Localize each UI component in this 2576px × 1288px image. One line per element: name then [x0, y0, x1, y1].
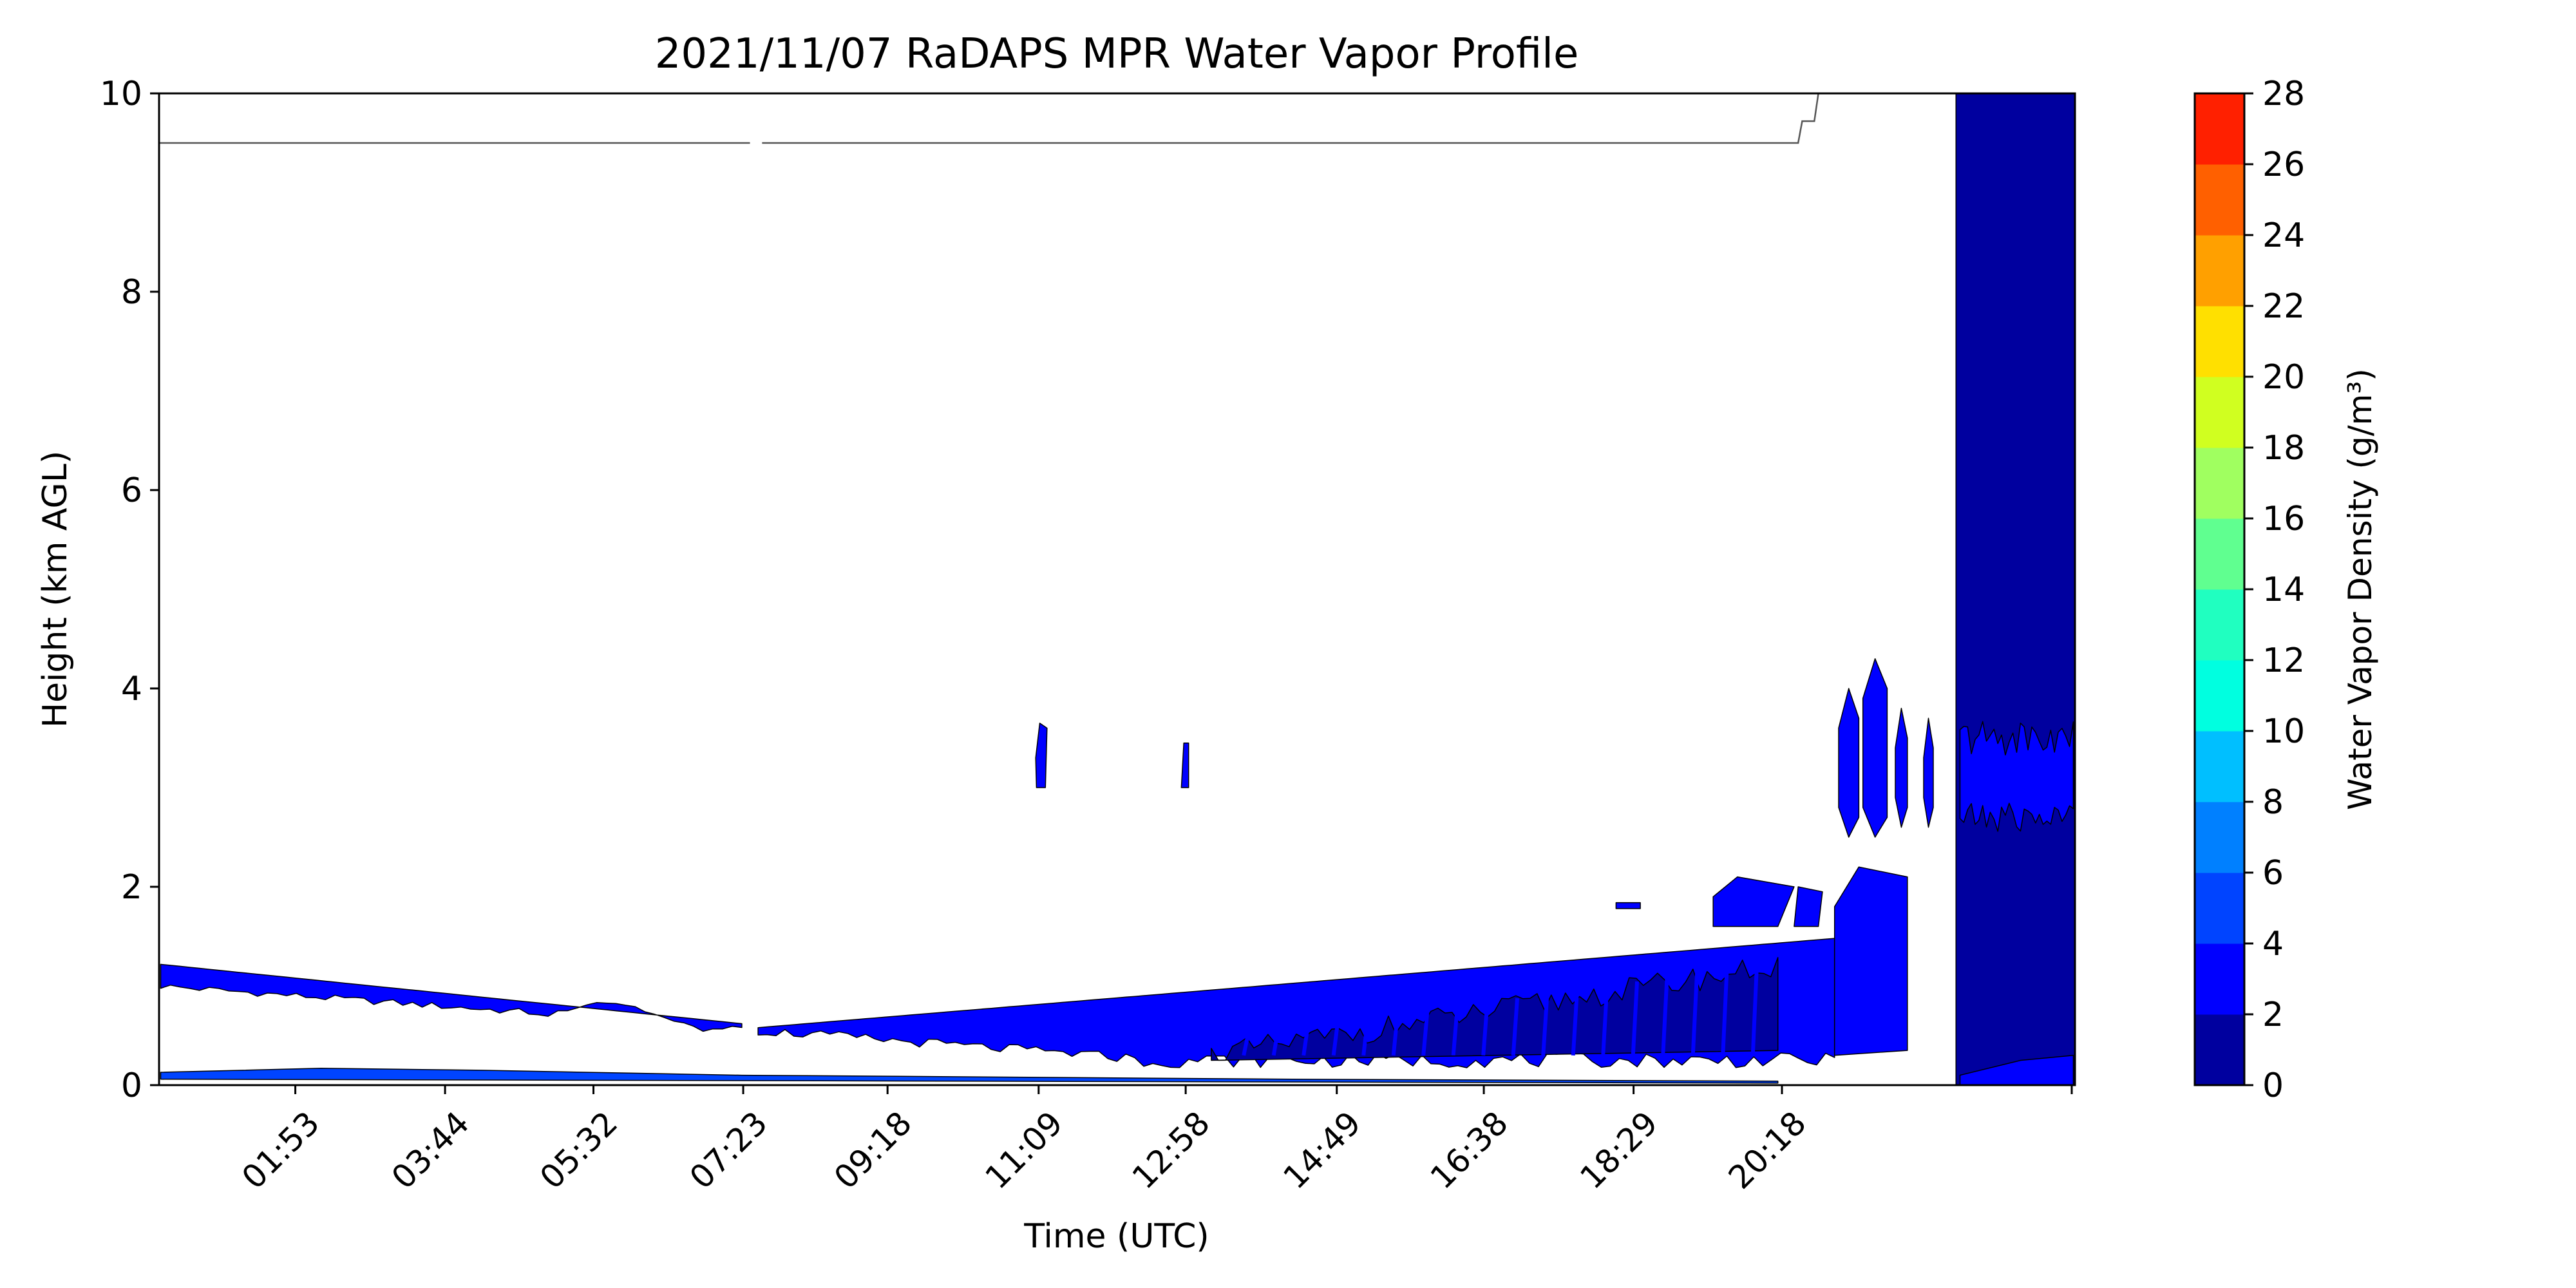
colorbar-segment [2195, 377, 2244, 448]
colorbar-tick-label: 20 [2262, 358, 2305, 397]
colorbar-tick-label: 4 [2262, 925, 2284, 963]
colorbar-tick-label: 26 [2262, 146, 2305, 184]
contour-streak [1421, 1010, 1430, 1056]
y-tick-label: 6 [121, 471, 142, 510]
y-tick-label: 0 [121, 1066, 142, 1105]
colorbar-tick-label: 24 [2262, 216, 2305, 255]
contour-streak [1242, 1036, 1250, 1056]
contour-streak [1511, 998, 1520, 1056]
colorbar-tick-label: 10 [2262, 712, 2305, 751]
plot-area [159, 93, 2075, 1085]
x-tick-label: 12:58 [1125, 1104, 1217, 1197]
colorbar-tick-label: 2 [2262, 996, 2284, 1034]
y-tick-label: 10 [100, 75, 142, 113]
x-tick-label: 09:18 [827, 1104, 919, 1197]
contour-blob [1794, 886, 1823, 927]
contour-surface-band [160, 1068, 1779, 1084]
contour-small-blob [1615, 902, 1641, 909]
contour-late-low [1833, 866, 1908, 1056]
colorbar-tick-label: 0 [2262, 1066, 2284, 1105]
colorbar-segment [2195, 93, 2244, 165]
contour-plume [1923, 717, 1934, 828]
contour-streak [1481, 1002, 1490, 1056]
x-tick-label: 07:23 [683, 1104, 775, 1197]
colorbar-label: Water Vapor Density (g/m³) [2342, 368, 2379, 810]
colorbar-tick-label: 8 [2262, 783, 2284, 822]
contour-streak [1331, 1023, 1340, 1056]
colorbar-tick-label: 6 [2262, 854, 2284, 893]
contour-streak [1302, 1027, 1310, 1056]
contour-end-upper [1959, 721, 2074, 832]
contour-streak [1750, 964, 1759, 1056]
colorbar-segment [2195, 164, 2244, 236]
x-tick-label: 14:49 [1276, 1104, 1368, 1197]
colorbar-segment [2195, 448, 2244, 519]
contour-streak [1571, 989, 1580, 1056]
contour-upper-blob [1035, 723, 1048, 788]
colorbar-frame [2193, 92, 2246, 1086]
y-tick-label: 2 [121, 868, 142, 907]
colorbar-tick-label: 22 [2262, 287, 2305, 326]
x-tick-label: 20:18 [1721, 1104, 1814, 1197]
x-tick-label: 05:32 [533, 1104, 625, 1197]
contour-plume [1838, 688, 1860, 838]
contour-end-column [1955, 93, 2075, 1085]
colorbar-tick-label: 28 [2262, 75, 2305, 113]
y-tick-label: 4 [121, 670, 142, 708]
contour-plume [1862, 658, 1888, 838]
colorbar-tick-label: 14 [2262, 571, 2305, 609]
x-axis: 01:53 03:44 05:32 07:23 09:18 11:09 12:58 14:49… [234, 1085, 2073, 1197]
contour-streak [1391, 1014, 1399, 1056]
contour-streak [1361, 1019, 1370, 1056]
colorbar-segment [2195, 873, 2244, 944]
chart-title: 2021/11/07 RaDAPS MPR Water Vapor Profil… [655, 30, 1579, 78]
contour-streak [1721, 969, 1729, 1056]
colorbar-segment [2195, 731, 2244, 802]
contour-upper-wedge [160, 963, 743, 1032]
x-tick-label: 16:38 [1423, 1104, 1515, 1197]
ceiling-line [762, 93, 1819, 144]
colorbar-segment [2195, 802, 2244, 873]
colorbar-tick-label: 18 [2262, 429, 2305, 468]
contour-upper-blob [1180, 742, 1189, 788]
colorbar-segment [2195, 518, 2244, 590]
contour-streak [1601, 985, 1609, 1056]
colorbar-segment [2195, 306, 2244, 377]
colorbar-tick-label: 12 [2262, 641, 2305, 680]
colorbar-segment [2195, 943, 2244, 1015]
contour-streak [1661, 977, 1669, 1056]
contour-streak [1631, 981, 1640, 1056]
colorbar-tick-label: 16 [2262, 500, 2305, 538]
x-axis-label: Time (UTC) [1023, 1217, 1209, 1256]
colorbar-segment [2195, 1014, 2244, 1086]
contour-end-surface [1959, 1055, 2074, 1085]
colorbar-segment [2195, 660, 2244, 732]
y-axis: 0 2 4 6 8 10 [100, 75, 159, 1105]
contour-streak [1451, 1006, 1460, 1056]
contour-plume [1895, 708, 1908, 828]
x-tick-label: 03:44 [384, 1104, 477, 1197]
y-axis-label: Height (km AGL) [36, 451, 75, 728]
x-tick-label: 11:09 [978, 1104, 1070, 1197]
plot-frame [158, 92, 2076, 1086]
contour-streak [1541, 994, 1549, 1056]
colorbar-segment [2195, 589, 2244, 661]
x-tick-label: 01:53 [234, 1104, 327, 1197]
y-tick-label: 8 [121, 273, 142, 312]
x-tick-label: 18:29 [1573, 1104, 1665, 1197]
contour-blob [1712, 876, 1795, 927]
colorbar-segment [2195, 235, 2244, 307]
contour-streak [1690, 972, 1700, 1056]
contour-streak [1271, 1031, 1280, 1056]
